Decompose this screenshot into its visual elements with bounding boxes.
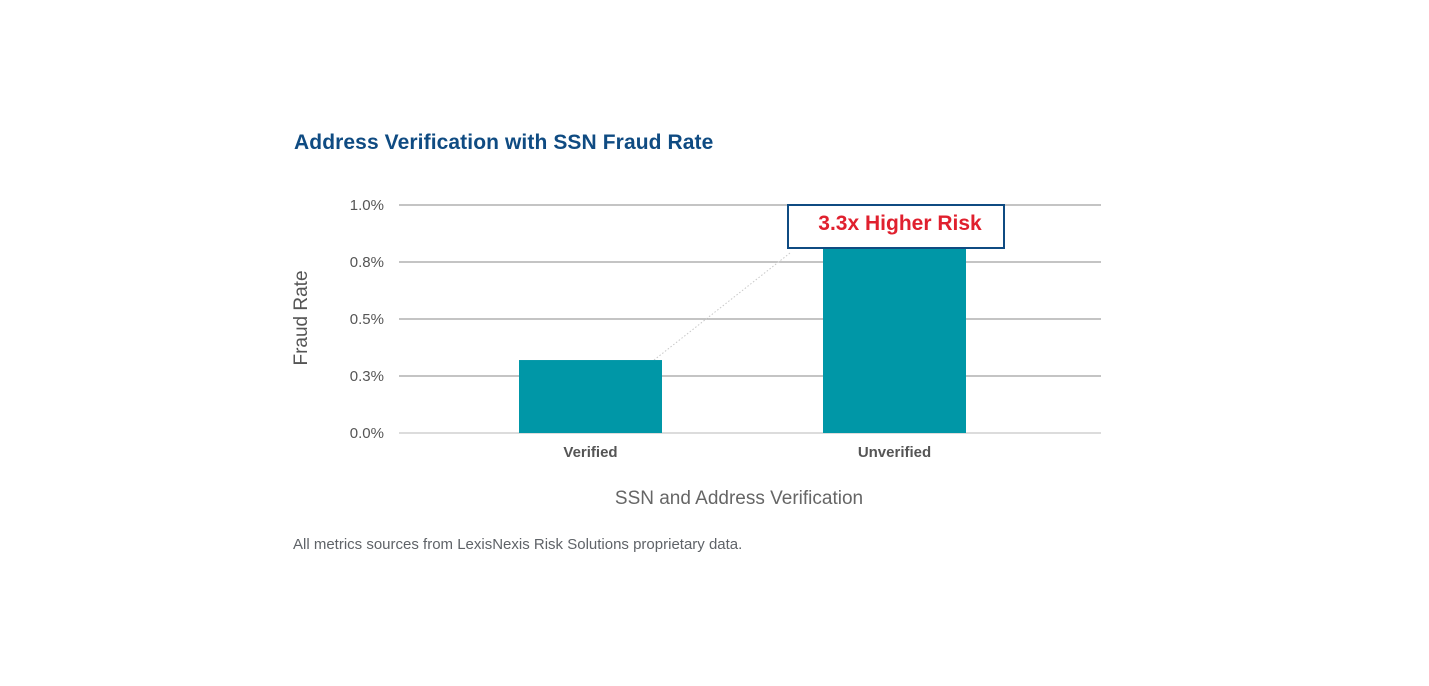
- bar-unverified: [823, 248, 966, 433]
- x-axis-ticks: Verified Unverified: [563, 444, 931, 461]
- annotation-connector: [653, 252, 791, 361]
- y-tick-label: 0.5%: [350, 311, 384, 328]
- connector-line: [653, 252, 791, 361]
- callout-box: [787, 204, 1005, 249]
- y-tick-label: 0.8%: [350, 254, 384, 271]
- y-axis-ticks: 0.0% 0.3% 0.5% 0.8% 1.0%: [350, 197, 384, 442]
- bars: [519, 248, 966, 433]
- y-tick-label: 1.0%: [350, 197, 384, 214]
- bar-verified: [519, 360, 662, 433]
- callout-text: 3.3x Higher Risk: [818, 212, 982, 235]
- source-footnote: All metrics sources from LexisNexis Risk…: [293, 536, 743, 553]
- chart-title: Address Verification with SSN Fraud Rate: [294, 131, 714, 154]
- y-axis-label: Fraud Rate: [291, 270, 312, 365]
- x-tick-label: Verified: [563, 444, 617, 461]
- y-tick-label: 0.3%: [350, 368, 384, 385]
- risk-callout: 3.3x Higher Risk: [787, 204, 1005, 249]
- x-axis-label: SSN and Address Verification: [615, 488, 863, 509]
- y-tick-label: 0.0%: [350, 425, 384, 442]
- x-tick-label: Unverified: [858, 444, 931, 461]
